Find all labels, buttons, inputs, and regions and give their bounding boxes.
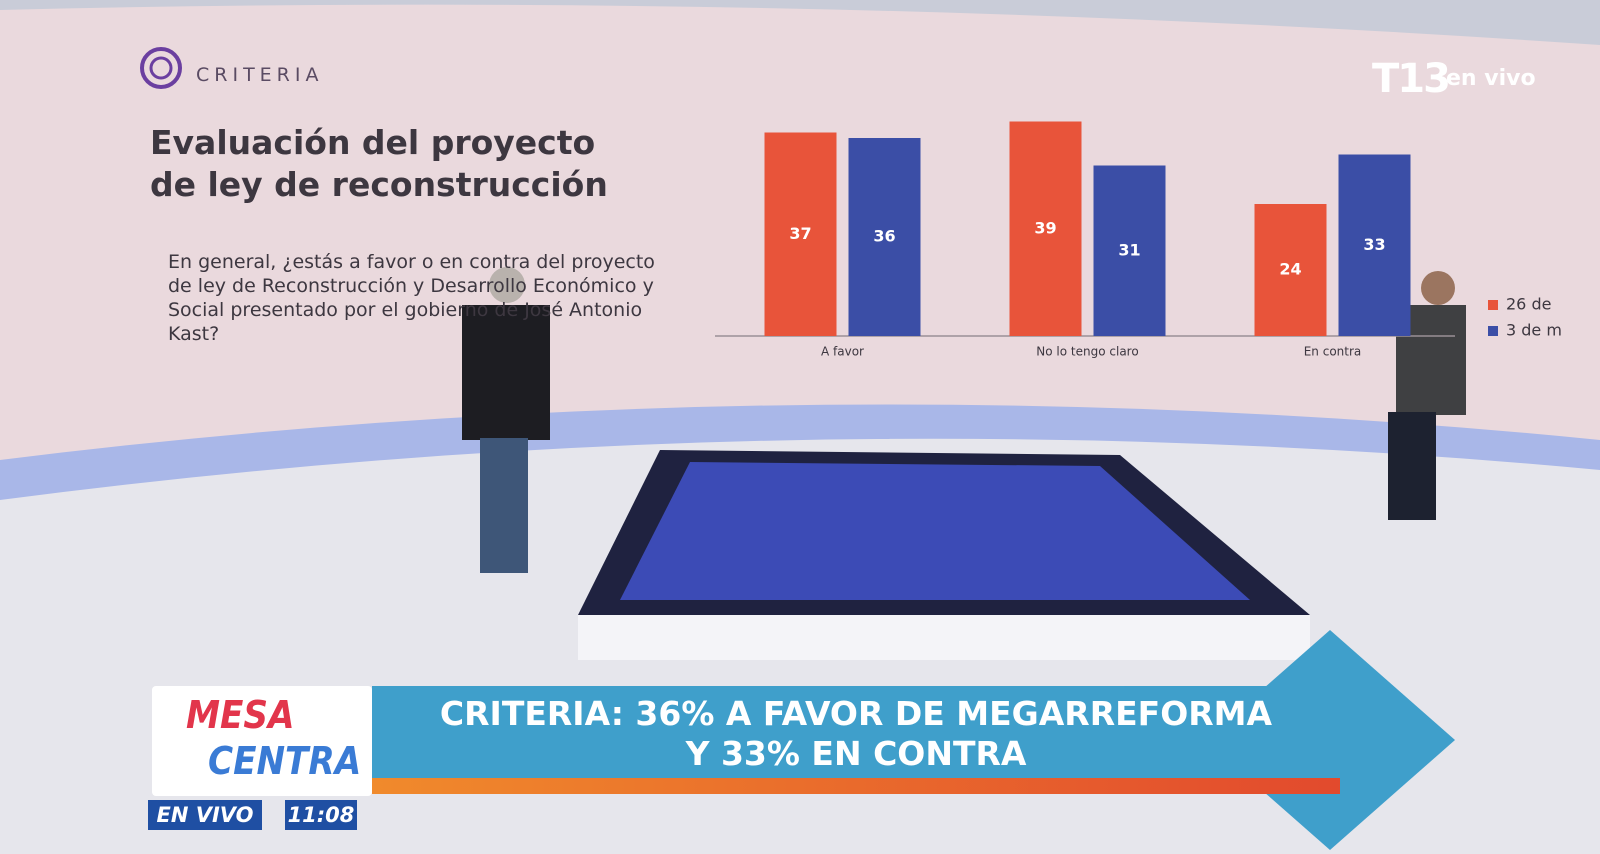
show-name: MESA bbox=[186, 693, 295, 737]
x-tick-label: A favor bbox=[821, 345, 864, 359]
channel-logo: T13 bbox=[1372, 56, 1451, 102]
chart-subtitle: En general, ¿estás a favor o en contra d… bbox=[168, 251, 655, 345]
show-logo-box bbox=[152, 686, 372, 796]
bar bbox=[1093, 165, 1166, 336]
bar-value-label: 37 bbox=[789, 224, 811, 243]
wall-light-strip bbox=[0, 404, 1600, 500]
logo-text: CRITERIA bbox=[196, 64, 324, 86]
bar-value-label: 31 bbox=[1118, 240, 1140, 259]
headline-banner bbox=[372, 686, 1340, 778]
bar-value-label: 24 bbox=[1279, 260, 1301, 279]
live-badge: EN VIVO bbox=[148, 800, 262, 830]
legend-label: 26 de bbox=[1506, 295, 1551, 314]
x-tick-label: No lo tengo claro bbox=[1036, 345, 1138, 359]
bar bbox=[1254, 204, 1327, 336]
show-name: CENTRA bbox=[208, 739, 362, 783]
presenter-left-head bbox=[489, 267, 525, 303]
presenter-right-head bbox=[1421, 271, 1455, 305]
legend-swatch bbox=[1488, 326, 1498, 336]
presenter-left-legs bbox=[480, 438, 528, 573]
bar bbox=[1338, 154, 1411, 336]
ceiling bbox=[0, 0, 1600, 45]
channel-status: en vivo bbox=[1446, 66, 1536, 91]
bar bbox=[1009, 121, 1082, 336]
bar-value-label: 36 bbox=[873, 227, 895, 246]
headline: CRITERIA: 36% A FAVOR DE MEGARREFORMA bbox=[439, 694, 1273, 733]
headline-stripe bbox=[372, 778, 1340, 794]
bar bbox=[848, 138, 921, 336]
clock: 11:08 bbox=[285, 800, 357, 830]
x-tick-label: En contra bbox=[1304, 345, 1362, 359]
bar bbox=[764, 132, 837, 336]
presenter-left bbox=[462, 305, 550, 440]
bar-value-label: 39 bbox=[1034, 218, 1056, 237]
desk-surface bbox=[620, 462, 1250, 600]
headline: Y 33% EN CONTRA bbox=[685, 734, 1027, 773]
logo-mark bbox=[149, 56, 173, 80]
presenter-right-legs bbox=[1388, 412, 1436, 520]
desk-front bbox=[578, 615, 1310, 660]
bar-value-label: 33 bbox=[1363, 235, 1385, 254]
legend-label: 3 de m bbox=[1506, 321, 1562, 340]
legend-swatch bbox=[1488, 300, 1498, 310]
chart-title: Evaluación del proyecto de ley de recons… bbox=[150, 123, 608, 204]
logo-mark bbox=[140, 47, 182, 89]
